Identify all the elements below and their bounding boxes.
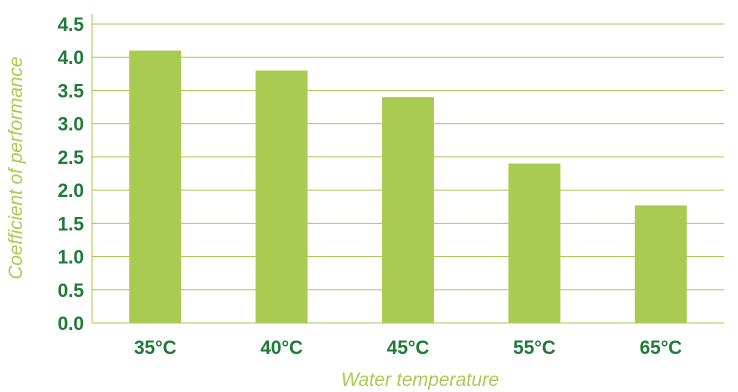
- x-tick-label: 45°C: [387, 338, 430, 359]
- axis-layer: [91, 14, 724, 324]
- bar: [255, 70, 308, 323]
- x-tick-labels: 35°C 40°C 45°C 55°C 65°C: [134, 338, 682, 359]
- y-tick-labels: 0.0 0.5 1.0 1.5 2.0 2.5 3.0 3.5 4.0 4.5: [58, 15, 85, 335]
- bar: [634, 205, 687, 323]
- y-axis-title: Coefficient of performance: [6, 57, 27, 280]
- x-tick-label: 40°C: [260, 338, 303, 359]
- bar: [382, 97, 434, 323]
- y-tick-label: 2.5: [58, 148, 85, 169]
- y-tick-label: 4.5: [58, 15, 85, 36]
- y-tick-label: 4.0: [58, 48, 84, 69]
- y-tick-label: 3.0: [58, 115, 84, 136]
- bar: [508, 163, 561, 323]
- y-tick-label: 0.0: [58, 314, 84, 335]
- y-tick-label: 0.5: [58, 281, 85, 302]
- x-axis-title: Water temperature: [341, 370, 499, 391]
- bars-layer: [129, 50, 687, 323]
- x-tick-label: 65°C: [640, 338, 683, 359]
- y-tick-label: 3.5: [58, 81, 85, 102]
- x-tick-label: 35°C: [134, 338, 177, 359]
- y-tick-label: 1.5: [58, 214, 85, 235]
- x-tick-label: 55°C: [513, 338, 556, 359]
- bar: [129, 50, 182, 323]
- y-tick-label: 2.0: [58, 181, 84, 202]
- y-tick-label: 1.0: [58, 248, 84, 269]
